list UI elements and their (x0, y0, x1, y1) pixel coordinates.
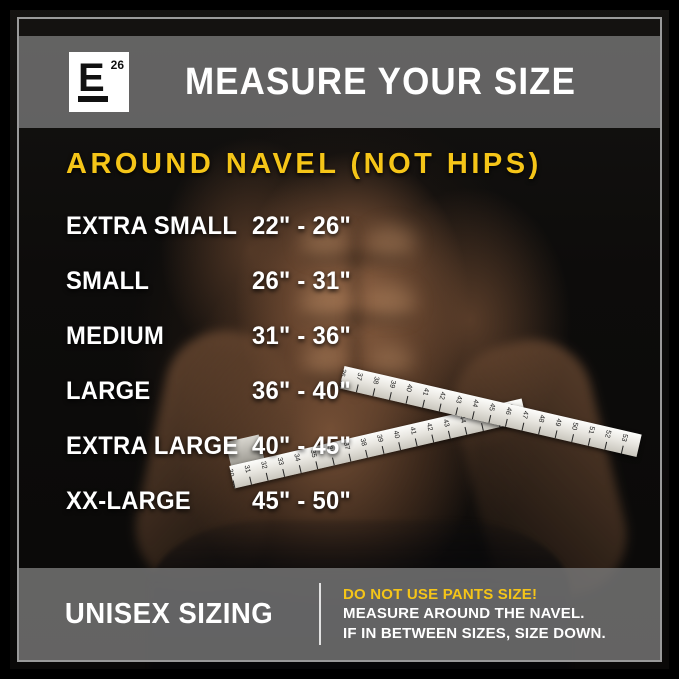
footer-warning: DO NOT USE PANTS SIZE! (343, 586, 538, 604)
table-row: XX-LARGE 45" - 50" (66, 487, 426, 542)
size-label: MEDIUM (66, 322, 165, 350)
measurement-location-subtitle: AROUND NAVEL (NOT HIPS) (66, 148, 542, 180)
table-row: LARGE 36" - 40" (66, 377, 426, 432)
size-range: 22" - 26" (252, 212, 352, 240)
footer-divider (319, 583, 321, 645)
e26-logo: E 26 (69, 52, 129, 112)
footer-instruction-2: IF IN BETWEEN SIZES, SIZE DOWN. (343, 624, 606, 642)
size-chart-table: EXTRA SMALL 22" - 26" SMALL 26" - 31" ME… (66, 212, 426, 542)
footer-instruction-1: MEASURE AROUND THE NAVEL. (343, 605, 585, 623)
table-row: EXTRA LARGE 40" - 45" (66, 432, 426, 487)
footer-band: UNISEX SIZING DO NOT USE PANTS SIZE! MEA… (19, 568, 660, 660)
table-row: MEDIUM 31" - 36" (66, 322, 426, 377)
size-label: EXTRA LARGE (66, 432, 239, 460)
table-row: SMALL 26" - 31" (66, 267, 426, 322)
size-label: XX-LARGE (66, 487, 191, 515)
size-range: 40" - 45" (252, 432, 352, 460)
logo-superscript: 26 (110, 58, 124, 72)
size-range: 36" - 40" (252, 377, 352, 405)
size-range: 31" - 36" (252, 322, 352, 350)
size-range: 45" - 50" (252, 487, 352, 515)
page-title: MEASURE YOUR SIZE (184, 60, 577, 103)
footer-notes: DO NOT USE PANTS SIZE! MEASURE AROUND TH… (321, 585, 660, 643)
logo-letter: E (78, 56, 105, 100)
size-label: EXTRA SMALL (66, 212, 238, 240)
header-band: E 26 MEASURE YOUR SIZE (19, 36, 660, 128)
size-label: LARGE (66, 377, 151, 405)
size-range: 26" - 31" (252, 267, 352, 295)
unisex-sizing-label: UNISEX SIZING (64, 597, 274, 630)
table-row: EXTRA SMALL 22" - 26" (66, 212, 426, 267)
logo-bar (78, 96, 108, 102)
size-label: SMALL (66, 267, 150, 295)
